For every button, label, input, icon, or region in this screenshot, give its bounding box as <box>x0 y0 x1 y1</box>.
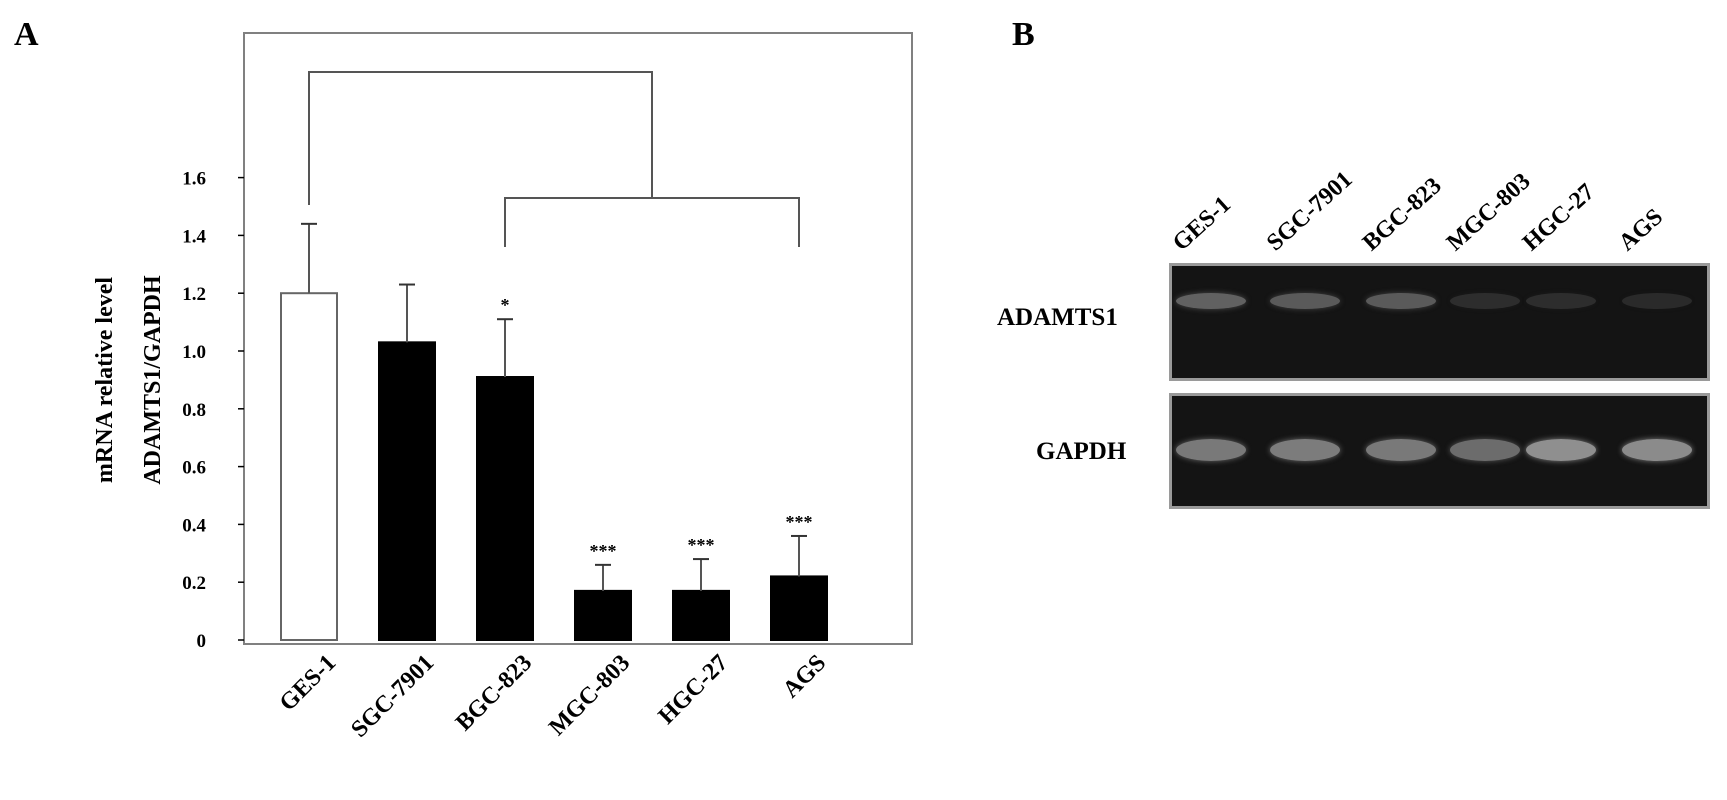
y-tick-label: 0.2 <box>182 573 206 594</box>
gel-image-gapdh <box>1169 393 1710 509</box>
comparison-brackets <box>308 71 800 247</box>
significance-label: *** <box>688 535 715 555</box>
y-tick-label: 0.6 <box>182 458 206 479</box>
bar-HGC-27 <box>672 589 730 641</box>
gel-band <box>1176 439 1246 461</box>
x-tick-label: HGC-27 <box>654 650 734 730</box>
significance-label: *** <box>590 541 617 561</box>
panel-label-b: B <box>1012 16 1035 53</box>
x-tick-label: MGC-803 <box>544 650 635 741</box>
error-bars <box>301 222 807 591</box>
x-tick-label: BGC-823 <box>451 650 537 736</box>
bar-SGC-7901 <box>378 341 436 641</box>
y-tick-label: 0.4 <box>182 515 206 536</box>
gel-band <box>1270 293 1340 309</box>
significance-label: * <box>501 295 510 315</box>
panel-label-a: A <box>14 16 39 53</box>
gel-row-label-gapdh: GAPDH <box>1036 438 1127 465</box>
y-axis-title-line: mRNA relative level <box>92 277 118 483</box>
gel-band <box>1526 439 1596 461</box>
x-tick-label: AGS <box>778 650 831 703</box>
bracket-outer <box>308 71 653 205</box>
gel-band <box>1176 293 1246 309</box>
y-axis-title-line: ADAMTS1/GAPDH <box>140 275 166 485</box>
gel-band <box>1270 439 1340 461</box>
gel-band <box>1622 293 1692 309</box>
gel-band <box>1450 439 1520 461</box>
x-tick-label: GES-1 <box>275 650 341 716</box>
x-tick-labels: GES-1 SGC-7901 BGC-823 MGC-803 HGC-27 AGS <box>275 650 831 743</box>
significance-label: *** <box>786 512 813 532</box>
gel-band <box>1526 293 1596 309</box>
bar-MGC-803 <box>574 589 632 641</box>
bars <box>280 292 828 641</box>
gel-band <box>1366 293 1436 309</box>
gel-lane-label: BGC-823 <box>1357 172 1447 257</box>
y-axis: 0 0.2 0.4 0.6 0.8 1.0 1.2 1.4 1.6 <box>182 169 244 652</box>
x-tick-label: SGC-7901 <box>346 650 439 743</box>
y-tick-label: 0 <box>197 631 207 652</box>
bar-GES-1 <box>280 292 338 641</box>
gel-image-adamts1 <box>1169 263 1710 381</box>
plot-frame <box>243 32 913 645</box>
gel-lane-label: SGC-7901 <box>1261 166 1358 257</box>
gel-row-label-adamts1: ADAMTS1 <box>997 304 1118 331</box>
significance-labels: **** ****** <box>501 295 813 561</box>
bar-AGS <box>770 575 828 641</box>
gel-band <box>1622 439 1692 461</box>
gel-lane-label: MGC-803 <box>1441 168 1536 257</box>
y-tick-label: 1.2 <box>182 284 206 305</box>
bar-BGC-823 <box>476 376 534 641</box>
gel-band <box>1366 439 1436 461</box>
gel-lane-label: GES-1 <box>1167 191 1236 257</box>
y-tick-label: 1.4 <box>182 226 206 247</box>
bar-chart: 00.20.40.60.81.01.21.41.6 **** ****** GES… <box>92 32 913 743</box>
y-tick-label: 0.8 <box>182 400 206 421</box>
gel-lane-label: AGS <box>1613 203 1669 257</box>
y-tick-label: 1.0 <box>182 342 206 363</box>
bracket-inner <box>504 197 800 247</box>
y-tick-label: 1.6 <box>182 169 206 190</box>
gel-band <box>1450 293 1520 309</box>
y-axis-title: mRNA relative level ADAMTS1/GAPDH <box>92 275 166 485</box>
